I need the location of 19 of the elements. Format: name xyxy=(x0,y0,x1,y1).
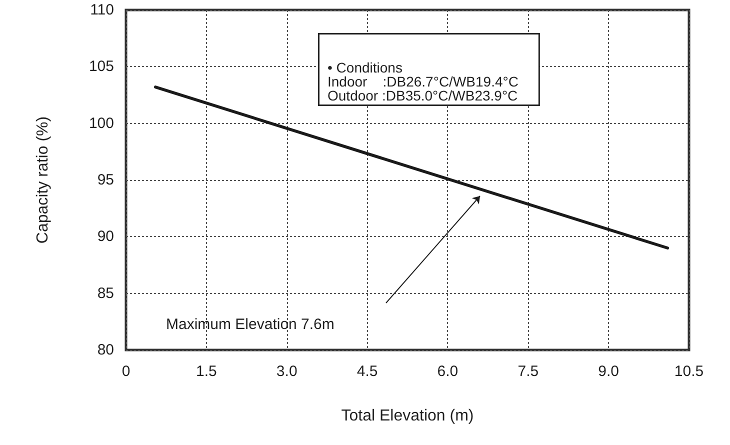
y-tick-label: 110 xyxy=(90,2,114,18)
y-axis-title: Capacity ratio (%) xyxy=(34,116,52,244)
x-tick-label: 3.0 xyxy=(276,363,298,380)
y-tick-label: 100 xyxy=(88,114,114,132)
x-tick-label: 0 xyxy=(122,363,130,380)
x-tick-label: 4.5 xyxy=(356,363,378,380)
x-tick-label: 10.5 xyxy=(674,363,704,380)
x-axis-title: Total Elevation (m) xyxy=(341,408,474,424)
annotation: Maximum Elevation 7.6m xyxy=(166,316,334,333)
y-tick-label: 85 xyxy=(97,284,114,302)
x-tick-label: 6.0 xyxy=(437,363,458,380)
y-tick-label: 90 xyxy=(97,228,114,246)
y-tick-label: 80 xyxy=(97,342,114,358)
x-tick-label: 9.0 xyxy=(598,363,619,380)
y-tick-label: 105 xyxy=(88,58,114,76)
y-tick-label: 95 xyxy=(97,172,114,188)
x-tick-label: 1.5 xyxy=(196,363,217,380)
annotation: • Conditions Indoor :DB26.7°C/WB19.4°C Outdoor :DB35.0°C/WB23.9°C xyxy=(328,60,518,104)
x-tick-label: 7.5 xyxy=(518,363,539,380)
